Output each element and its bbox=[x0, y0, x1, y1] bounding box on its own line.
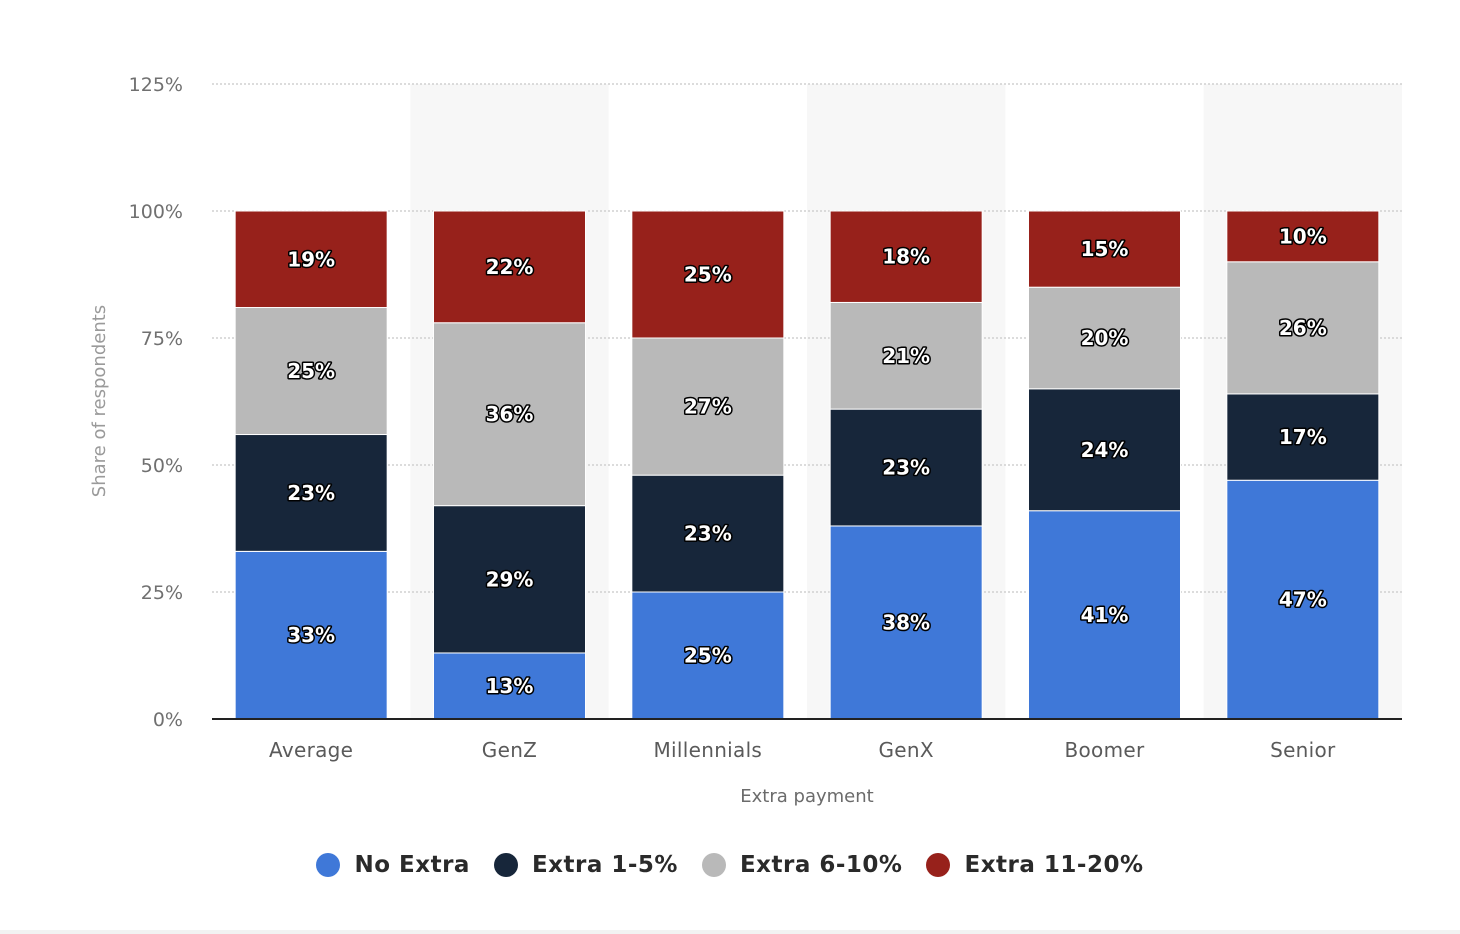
bar-segment[interactable] bbox=[631, 337, 785, 476]
legend-item[interactable]: Extra 1-5% bbox=[493, 852, 678, 878]
bar-segment[interactable] bbox=[829, 408, 983, 527]
bar-segment[interactable] bbox=[1028, 210, 1181, 288]
x-tick-label: GenX bbox=[878, 738, 933, 762]
data-label: 41% bbox=[1081, 603, 1129, 627]
bar-segment[interactable] bbox=[234, 307, 388, 436]
data-label: 23% bbox=[684, 522, 732, 546]
bar-segment[interactable] bbox=[234, 550, 388, 720]
data-label: 19% bbox=[287, 247, 335, 271]
bar-segment[interactable] bbox=[234, 434, 388, 552]
legend-label: No Extra bbox=[354, 852, 470, 878]
bar-segment[interactable] bbox=[1226, 210, 1380, 263]
legend-swatch bbox=[493, 853, 518, 877]
x-tick-label: Senior bbox=[1270, 738, 1336, 762]
bar-segment[interactable] bbox=[1028, 388, 1181, 512]
bar-segment[interactable] bbox=[1226, 393, 1380, 481]
data-label: 33% bbox=[287, 623, 335, 647]
bar-segment[interactable] bbox=[829, 301, 983, 410]
data-label: 22% bbox=[486, 255, 534, 279]
data-label: 13% bbox=[486, 674, 534, 698]
x-tick-label: Millennials bbox=[653, 738, 762, 762]
y-tick-label: 75% bbox=[141, 328, 183, 350]
y-tick-label: 125% bbox=[129, 74, 183, 96]
x-tick-label: Average bbox=[269, 738, 353, 762]
data-label: 21% bbox=[882, 344, 930, 368]
bar-segment[interactable] bbox=[1028, 286, 1181, 390]
data-label: 25% bbox=[287, 359, 335, 383]
bar-segment[interactable] bbox=[1226, 261, 1380, 395]
data-label: 38% bbox=[882, 610, 930, 634]
legend-item[interactable]: No Extra bbox=[316, 852, 469, 878]
legend-label: Extra 6-10% bbox=[739, 852, 903, 878]
data-label: 27% bbox=[684, 395, 732, 419]
legend: No Extra Extra 1-5% Extra 6-10% Extra 11-20… bbox=[0, 852, 1460, 878]
x-tick-label: GenZ bbox=[482, 738, 537, 762]
x-tick-label: Boomer bbox=[1064, 738, 1144, 762]
data-label: 23% bbox=[287, 481, 335, 505]
data-label: 17% bbox=[1279, 425, 1327, 449]
bar-segment[interactable] bbox=[433, 505, 586, 654]
x-axis-title: Extra payment bbox=[740, 786, 873, 807]
legend-item[interactable]: Extra 11-20% bbox=[926, 852, 1143, 878]
legend-item[interactable]: Extra 6-10% bbox=[701, 852, 903, 878]
bar-segment[interactable] bbox=[829, 210, 983, 303]
legend-swatch bbox=[926, 853, 951, 877]
bar-segment[interactable] bbox=[631, 474, 785, 593]
data-label: 36% bbox=[486, 402, 534, 426]
bar-segment[interactable] bbox=[234, 210, 388, 309]
bar-segment[interactable] bbox=[631, 591, 785, 720]
legend-label: Extra 1-5% bbox=[531, 852, 678, 878]
data-label: 47% bbox=[1279, 588, 1327, 612]
data-label: 10% bbox=[1279, 224, 1327, 248]
bar-segment[interactable] bbox=[1226, 479, 1380, 720]
y-tick-label: 25% bbox=[141, 582, 183, 604]
data-label: 23% bbox=[882, 456, 930, 480]
legend-label: Extra 11-20% bbox=[964, 852, 1144, 878]
bar-segment[interactable] bbox=[829, 525, 983, 720]
y-axis-title: Share of respondents bbox=[89, 305, 110, 497]
legend-swatch bbox=[701, 853, 726, 877]
legend-swatch bbox=[316, 853, 341, 877]
data-label: 18% bbox=[882, 245, 930, 269]
bar-segment[interactable] bbox=[1028, 510, 1181, 720]
bar-segment[interactable] bbox=[433, 210, 586, 324]
y-tick-label: 0% bbox=[153, 709, 183, 731]
bottom-divider bbox=[0, 930, 1460, 934]
y-tick-label: 100% bbox=[129, 201, 183, 223]
data-label: 25% bbox=[684, 644, 732, 668]
data-label: 15% bbox=[1081, 237, 1129, 261]
data-label: 24% bbox=[1081, 438, 1129, 462]
y-tick-label: 50% bbox=[141, 455, 183, 477]
data-label: 29% bbox=[486, 567, 534, 591]
bar-segment[interactable] bbox=[631, 210, 785, 339]
data-label: 20% bbox=[1081, 326, 1129, 350]
data-label: 26% bbox=[1279, 316, 1327, 340]
data-label: 25% bbox=[684, 263, 732, 287]
